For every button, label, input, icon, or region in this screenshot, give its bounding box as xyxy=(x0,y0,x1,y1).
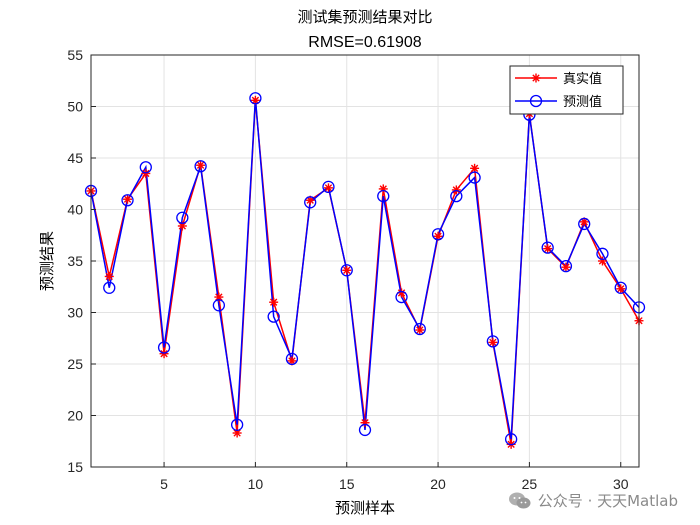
predicted-point xyxy=(176,211,189,224)
x-axis-label: 预测样本 xyxy=(335,499,395,517)
x-tick-label: 25 xyxy=(522,476,538,492)
true-value-point xyxy=(488,337,498,347)
true-value-point xyxy=(250,95,260,105)
predicted-point xyxy=(431,228,445,241)
true-value-point xyxy=(159,349,169,359)
series-line-1 xyxy=(90,98,640,440)
true-value-point xyxy=(342,265,352,275)
chart-title: 测试集预测结果对比 xyxy=(297,8,432,26)
predicted-point xyxy=(121,194,134,207)
watermark-text: 公众号 · 天天Matlab xyxy=(537,492,678,510)
predicted-point xyxy=(450,189,463,203)
predicted-point xyxy=(322,180,335,193)
predicted-point xyxy=(285,352,299,366)
predicted-point xyxy=(230,418,244,431)
predicted-point xyxy=(486,335,500,348)
chart-subtitle: RMSE=0.61908 xyxy=(308,34,422,51)
true-value-point xyxy=(196,160,206,170)
series-line-0 xyxy=(90,100,640,445)
x-tick-label: 20 xyxy=(430,476,446,492)
grid xyxy=(91,55,639,467)
true-value-point xyxy=(616,284,626,294)
y-tick-label: 45 xyxy=(67,150,83,166)
predicted-point xyxy=(541,241,554,254)
y-tick-label: 20 xyxy=(67,408,83,424)
y-tick-label: 40 xyxy=(67,202,83,218)
x-tick-label: 5 xyxy=(160,476,168,492)
predicted-point xyxy=(559,259,573,273)
legend: 真实值 预测值 xyxy=(509,65,624,115)
x-tick-label: 10 xyxy=(248,476,264,492)
watermark: 公众号 · 天天Matlab xyxy=(508,490,678,511)
legend-asterisk-icon xyxy=(531,73,541,83)
true-value-point xyxy=(543,244,553,254)
legend-box xyxy=(509,65,624,115)
predicted-point xyxy=(468,171,481,184)
legend-label-pred: 预测值 xyxy=(563,94,602,110)
predicted-point xyxy=(157,341,171,354)
y-tick-label: 50 xyxy=(67,99,83,115)
true-value-point xyxy=(177,221,187,231)
true-value-point xyxy=(415,325,425,335)
y-tick-label: 25 xyxy=(67,356,83,372)
predicted-point xyxy=(596,247,609,260)
legend-label-true: 真实值 xyxy=(563,71,602,87)
true-value-point xyxy=(232,428,242,438)
y-tick-label: 35 xyxy=(67,253,83,269)
predicted-point xyxy=(304,196,317,209)
predicted-point xyxy=(139,161,152,174)
series-layer xyxy=(84,92,646,449)
predicted-point xyxy=(377,189,390,203)
wechat-icon xyxy=(508,492,531,508)
true-value-point xyxy=(141,168,151,178)
legend-asterisk-mark xyxy=(531,73,541,83)
legend-circle-icon xyxy=(529,94,543,108)
y-tick-label: 30 xyxy=(67,305,83,321)
true-value-point xyxy=(269,297,279,307)
true-value-point xyxy=(323,183,333,193)
true-value-point xyxy=(561,262,571,272)
predicted-point xyxy=(614,281,627,294)
predicted-point xyxy=(358,423,372,437)
predicted-point xyxy=(395,290,408,304)
true-value-point xyxy=(287,356,297,366)
predicted-point xyxy=(504,433,518,446)
predicted-point xyxy=(249,92,262,105)
true-value-point xyxy=(470,163,480,173)
x-tick-label: 15 xyxy=(339,476,355,492)
predicted-point xyxy=(267,310,280,323)
y-tick-label: 15 xyxy=(67,459,83,475)
true-value-point xyxy=(104,271,114,281)
predicted-point xyxy=(340,264,353,277)
predicted-point xyxy=(578,217,591,231)
true-value-point xyxy=(451,185,461,195)
true-value-point xyxy=(123,194,133,204)
y-axis-label: 预测结果 xyxy=(38,231,56,291)
y-tick-label: 55 xyxy=(67,47,83,63)
true-value-point xyxy=(579,217,589,227)
predicted-point xyxy=(103,281,116,294)
predicted-point xyxy=(194,160,207,173)
true-value-point xyxy=(305,195,315,205)
predicted-point xyxy=(212,299,226,312)
x-tick-label: 30 xyxy=(613,476,629,492)
predicted-point xyxy=(413,322,426,336)
